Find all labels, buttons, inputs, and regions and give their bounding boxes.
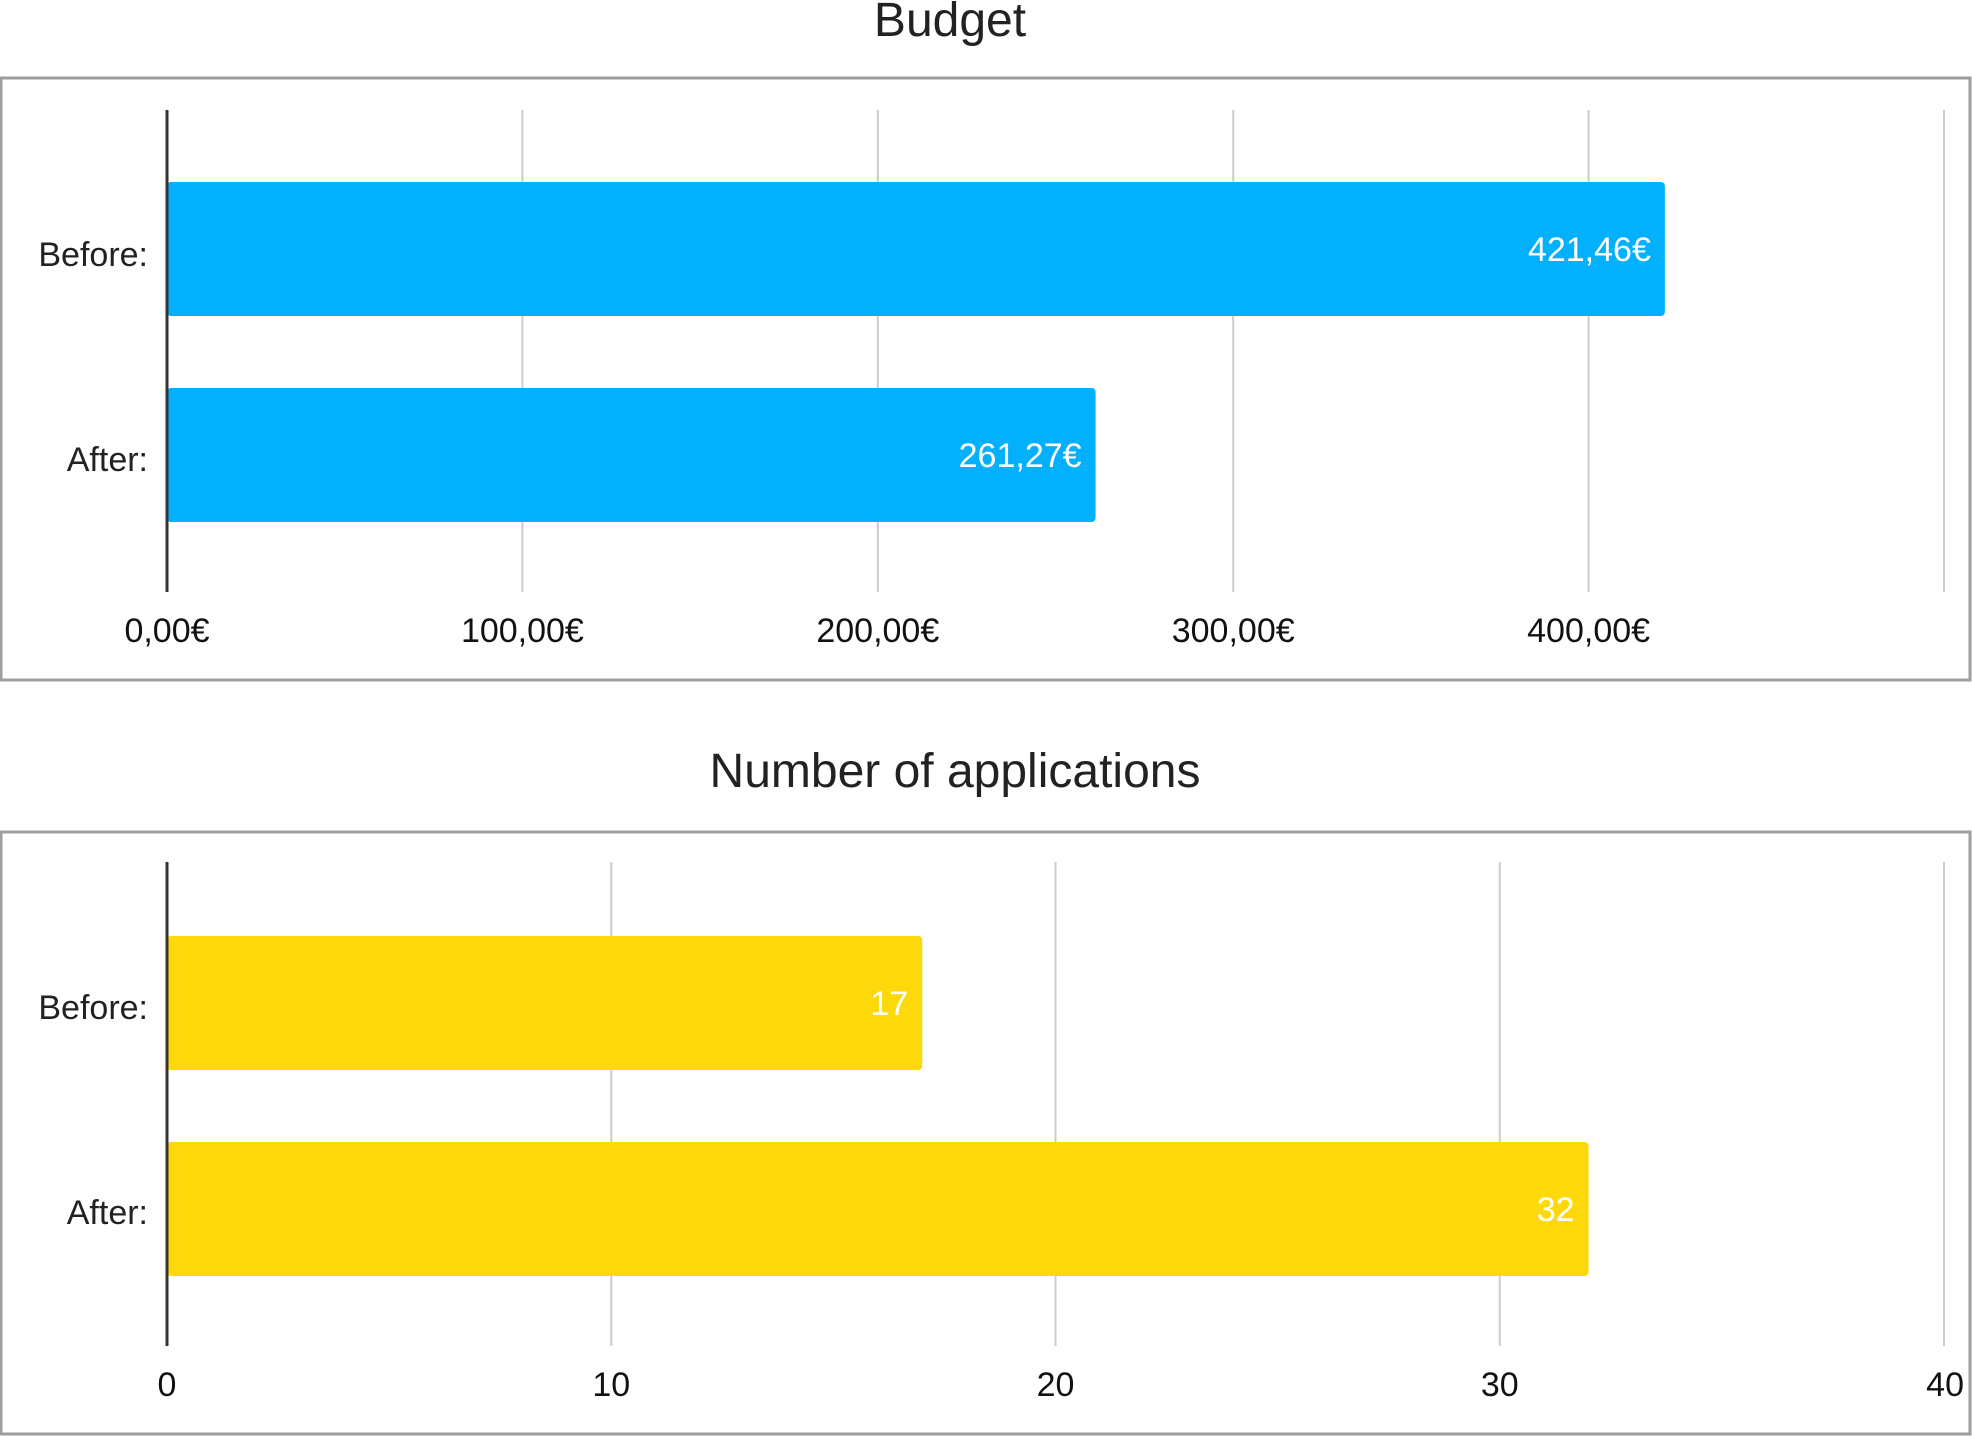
applications-category-label-after: After: (67, 1194, 148, 1232)
applications-bar-after (167, 1142, 1589, 1276)
budget-x-tick-label: 300,00€ (1172, 612, 1295, 650)
budget-category-label-after: After: (67, 441, 148, 479)
budget-x-tick-labels: 0,00€ 100,00€ 200,00€ 300,00€ 400,00€ (124, 612, 1650, 650)
budget-value-label-before: 421,46€ (1528, 231, 1651, 269)
applications-value-label-after: 32 (1537, 1191, 1575, 1229)
applications-chart-title: Number of applications (710, 745, 1201, 798)
applications-x-tick-label: 10 (592, 1366, 630, 1404)
applications-x-tick-label: 0 (158, 1366, 177, 1404)
budget-chart-title: Budget (874, 0, 1026, 47)
budget-bar-before (167, 182, 1665, 316)
applications-x-tick-label: 30 (1481, 1366, 1519, 1404)
applications-chart-frame (0, 830, 1972, 1436)
budget-x-tick-label: 400,00€ (1527, 612, 1650, 650)
budget-category-label-before: Before: (38, 236, 148, 274)
applications-x-tick-labels: 0 10 20 30 40 (158, 1366, 1964, 1404)
budget-x-tick-label: 100,00€ (461, 612, 584, 650)
budget-bar-after (167, 388, 1096, 522)
budget-x-tick-label: 200,00€ (816, 612, 939, 650)
applications-x-tick-label: 20 (1037, 1366, 1075, 1404)
budget-chart: Budget 421,46€ 261,27€ Before: After: 0,0… (0, 0, 1972, 682)
applications-bar-before (167, 936, 923, 1070)
budget-value-label-after: 261,27€ (959, 437, 1082, 475)
applications-category-label-before: Before: (38, 989, 148, 1027)
budget-bars: 421,46€ 261,27€ (167, 182, 1665, 522)
applications-value-label-before: 17 (870, 985, 908, 1023)
budget-chart-frame (0, 76, 1972, 682)
applications-x-tick-label: 40 (1926, 1366, 1964, 1404)
budget-x-tick-label: 0,00€ (124, 612, 209, 650)
